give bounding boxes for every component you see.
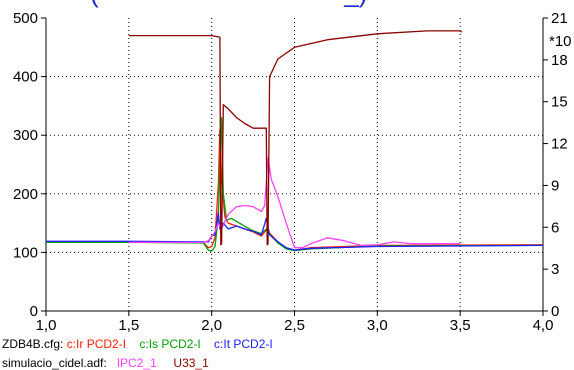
legend-entry: ZDB4B.cfg: [2, 337, 64, 351]
x-tick-label: 3,0 [367, 317, 388, 334]
x-tick-label: 2,5 [284, 317, 305, 334]
y-right-tick-label: 15 [551, 94, 568, 111]
y-right-tick-label: 3 [551, 261, 559, 278]
chart-title-fragment: ( _) [90, 0, 367, 9]
legend-entry: c:It PCD2-I [200, 337, 273, 351]
legend-entry: c:Ir PCD2-I [63, 337, 127, 351]
x-tick-label: 1,5 [118, 317, 139, 334]
series-line [128, 30, 463, 246]
legend-line-1: ZDB4B.cfg: c:Ir PCD2-I c:Is PCD2-I c:It … [2, 337, 273, 351]
y-left-tick-label: 0 [30, 303, 38, 320]
y-left-tick-label: 500 [13, 10, 38, 27]
series-line [46, 128, 544, 251]
y-right-tick-label: 18 [551, 52, 568, 69]
y-right-tick-label: 0 [551, 303, 559, 320]
legend-entry: U33_1 [156, 356, 209, 370]
y-right-tick-label: 9 [551, 177, 559, 194]
legend-entry: simulacio_cidel.adf: [2, 356, 107, 370]
y-left-tick-label: 300 [13, 127, 38, 144]
series-line [46, 116, 544, 252]
y-right-tick-label: 21 [551, 10, 568, 27]
y-left-tick-label: 400 [13, 69, 38, 86]
series-line [128, 156, 461, 249]
y-left-tick-label: 100 [13, 244, 38, 261]
y-left-tick-label: 200 [13, 186, 38, 203]
x-tick-label: 2,0 [201, 317, 222, 334]
legend-line-2: simulacio_cidel.adf: IPC2_1 U33_1 [2, 356, 209, 370]
x-tick-label: 3,5 [450, 317, 471, 334]
y-right-tick-label: 12 [551, 136, 568, 153]
x-tick-label: 4,0 [533, 317, 554, 334]
y-right-tick-label: 6 [551, 219, 559, 236]
right-axis-exponent: *10 [549, 33, 572, 50]
legend-entry: IPC2_1 [106, 356, 157, 370]
x-tick-label: 1,0 [36, 317, 57, 334]
legend-entry: c:Is PCD2-I [126, 337, 201, 351]
